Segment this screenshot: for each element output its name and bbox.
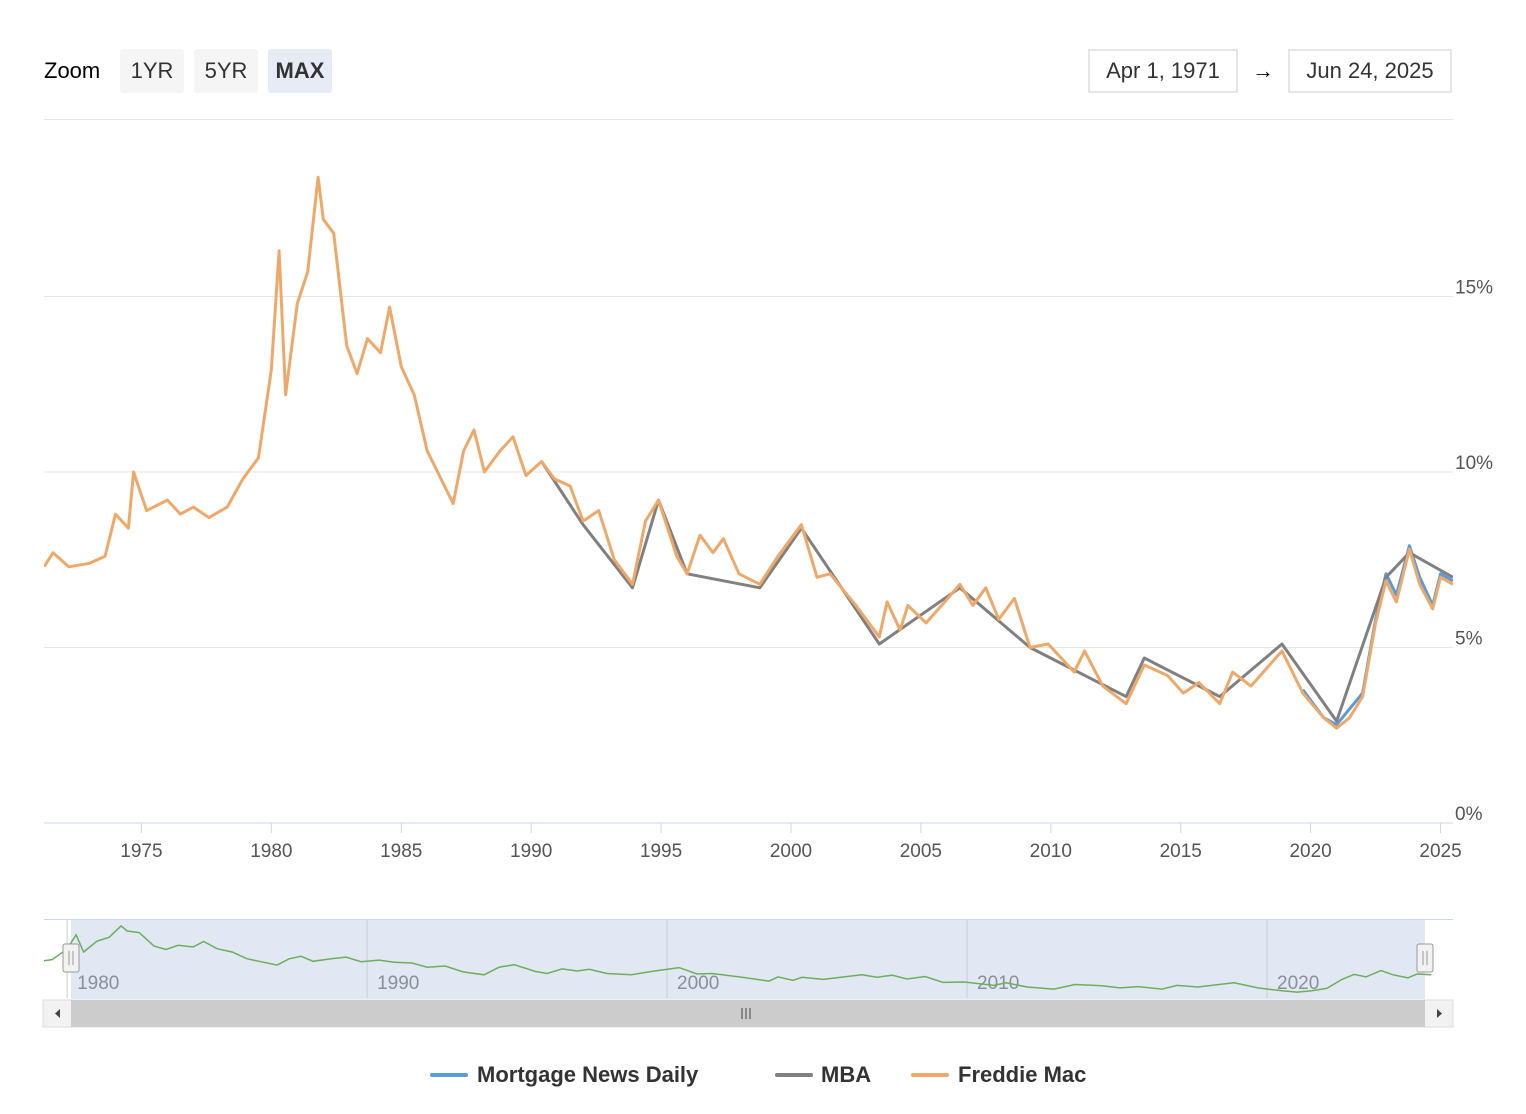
- y-tick-label: 5%: [1455, 629, 1483, 650]
- x-tick-label: 2010: [1030, 841, 1072, 862]
- zoom-button-label[interactable]: MAX: [276, 58, 325, 83]
- series-line: [1301, 544, 1453, 727]
- scroll-left-arrow[interactable]: [55, 1009, 60, 1018]
- legend: Mortgage News Daily MBA Freddie Mac: [430, 1062, 1086, 1087]
- x-tick-label: 1985: [380, 841, 422, 862]
- navigator-handle-left[interactable]: [62, 943, 80, 973]
- date-to[interactable]: Jun 24, 2025: [1306, 58, 1433, 83]
- navigator-tick-label: 1990: [377, 973, 419, 994]
- handle-grip: [68, 951, 74, 965]
- x-tick-label: 1980: [250, 841, 292, 862]
- zoom-buttons: 1YR 5YR MAX: [120, 49, 332, 93]
- date-from[interactable]: Apr 1, 1971: [1106, 58, 1220, 83]
- scrollbar-grip: [741, 1008, 751, 1019]
- navigator-tick-label: 2020: [1277, 973, 1319, 994]
- date-arrow: →: [1252, 58, 1274, 83]
- plot-area: [44, 175, 1453, 730]
- legend-label[interactable]: MBA: [821, 1062, 871, 1087]
- series-line: [44, 175, 1453, 730]
- series-line: [540, 460, 1453, 723]
- y-tick-label: 15%: [1455, 278, 1493, 299]
- y-tick-label: 10%: [1455, 453, 1493, 474]
- zoom-button[interactable]: [120, 49, 184, 93]
- x-tick-label: 2000: [770, 841, 812, 862]
- x-tick-label: 2020: [1289, 841, 1331, 862]
- legend-label[interactable]: Mortgage News Daily: [477, 1062, 699, 1087]
- date-from-box[interactable]: [1088, 49, 1238, 93]
- navigator-handle-right[interactable]: [1416, 943, 1434, 973]
- grid: 0% 5% 10% 15% 1975 1980 1985 1990 1995 2000 2005 20…: [44, 278, 1493, 862]
- navigator-tick-label: 2000: [677, 973, 719, 994]
- zoom-button[interactable]: [194, 49, 258, 93]
- x-tick-label: 2025: [1419, 841, 1461, 862]
- navigator-tick-label: 2010: [977, 973, 1019, 994]
- x-tick-label: 1975: [120, 841, 162, 862]
- toolbar: Zoom 1YR 5YR MAX Apr 1, 1971 → Jun 24, 202…: [44, 49, 1452, 93]
- navigator-selection[interactable]: [71, 920, 1425, 999]
- x-tick-label: 2005: [900, 841, 942, 862]
- legend-label[interactable]: Freddie Mac: [958, 1062, 1086, 1087]
- zoom-button[interactable]: [268, 49, 332, 93]
- x-tick-label: 1990: [510, 841, 552, 862]
- navigator: 1980 1990 2000 2010 2020: [42, 919, 1454, 1028]
- scrollbar-thumb[interactable]: [71, 1000, 1425, 1027]
- zoom-button-label[interactable]: 5YR: [205, 58, 248, 83]
- handle-grip: [1422, 951, 1428, 965]
- scroll-right-arrow[interactable]: [1437, 1009, 1442, 1018]
- date-to-box[interactable]: [1288, 49, 1452, 93]
- zoom-button-label[interactable]: 1YR: [131, 58, 174, 83]
- navigator-tick-label: 1980: [77, 973, 119, 994]
- x-tick-label: 2015: [1160, 841, 1202, 862]
- y-tick-label: 0%: [1455, 804, 1483, 825]
- x-tick-label: 1995: [640, 841, 682, 862]
- zoom-label: Zoom: [44, 58, 100, 83]
